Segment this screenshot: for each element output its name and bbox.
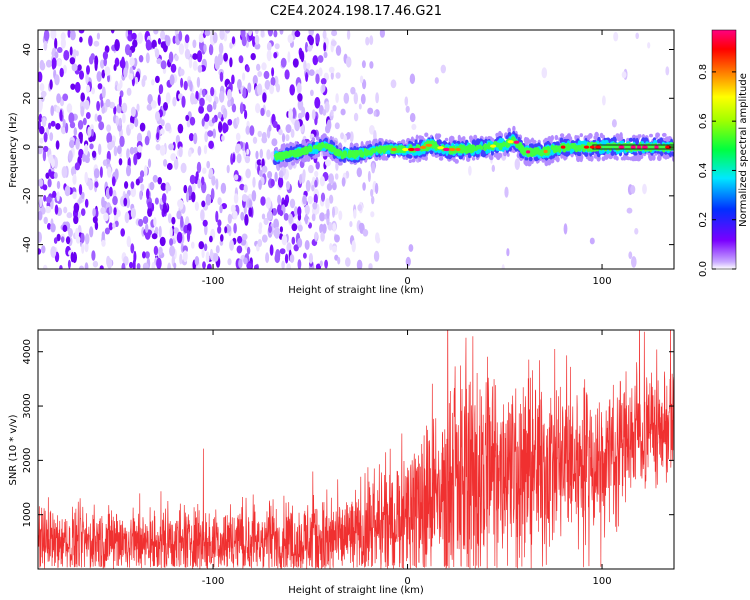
colorbar-tick-label: 0.2 bbox=[698, 212, 709, 228]
chart-title: C2E4.2024.198.17.46.G21 bbox=[270, 4, 442, 19]
snr-panel: -100 0 100 1000 2000 3000 4000 Height of stra… bbox=[8, 329, 675, 596]
spectrogram-x-label: Height of straight line (km) bbox=[288, 285, 424, 296]
colorbar-tick-label: 0.8 bbox=[698, 64, 709, 80]
colorbar-ticks: 0.0 0.2 0.4 0.6 0.8 bbox=[698, 64, 736, 277]
y-tick-label: 0 bbox=[22, 144, 33, 150]
y-tick-label: 20 bbox=[22, 92, 33, 105]
snr-y-label: SNR (10 * v/v) bbox=[8, 414, 19, 485]
y-tick-label: 40 bbox=[22, 43, 33, 56]
snr-x-label: Height of straight line (km) bbox=[288, 585, 424, 596]
snr-y-axis: 1000 2000 3000 4000 bbox=[22, 339, 674, 527]
colorbar-gradient bbox=[711, 29, 737, 270]
x-tick-label: -100 bbox=[202, 576, 225, 587]
spectrogram-y-label: Frequency (Hz) bbox=[8, 112, 19, 188]
x-tick-label: 0 bbox=[404, 276, 410, 287]
snr-x-axis: -100 0 100 bbox=[202, 330, 612, 587]
colorbar-tick-label: 0.0 bbox=[698, 261, 709, 277]
snr-series-line bbox=[38, 330, 674, 569]
spectrogram-y-axis: -40 -20 0 20 40 bbox=[22, 43, 674, 253]
x-tick-label: 100 bbox=[592, 576, 611, 587]
spectrogram-panel: -100 0 100 -40 -20 0 20 40 Height of straight … bbox=[8, 29, 675, 296]
colorbar-tick-label: 0.4 bbox=[698, 162, 709, 178]
y-tick-label: -40 bbox=[22, 236, 33, 252]
x-tick-label: -100 bbox=[202, 276, 225, 287]
spectrogram-frame bbox=[37, 29, 675, 270]
snr-frame bbox=[37, 329, 675, 570]
x-tick-label: 0 bbox=[404, 576, 410, 587]
colorbar-label: Normalized spectral amplitude bbox=[738, 73, 749, 227]
y-tick-label: 4000 bbox=[22, 339, 33, 364]
colorbar: 0.0 0.2 0.4 0.6 0.8 Normalized spectral ampl… bbox=[698, 29, 749, 277]
y-tick-label: 3000 bbox=[22, 393, 33, 418]
spectrogram-ridge bbox=[273, 125, 674, 168]
colorbar-tick-label: 0.6 bbox=[698, 113, 709, 129]
y-tick-label: -20 bbox=[22, 188, 33, 204]
x-tick-label: 100 bbox=[592, 276, 611, 287]
spectrogram-x-axis: -100 0 100 bbox=[202, 30, 612, 287]
y-tick-label: 1000 bbox=[22, 502, 33, 527]
spectrogram-noise bbox=[38, 30, 674, 269]
y-tick-label: 2000 bbox=[22, 448, 33, 473]
